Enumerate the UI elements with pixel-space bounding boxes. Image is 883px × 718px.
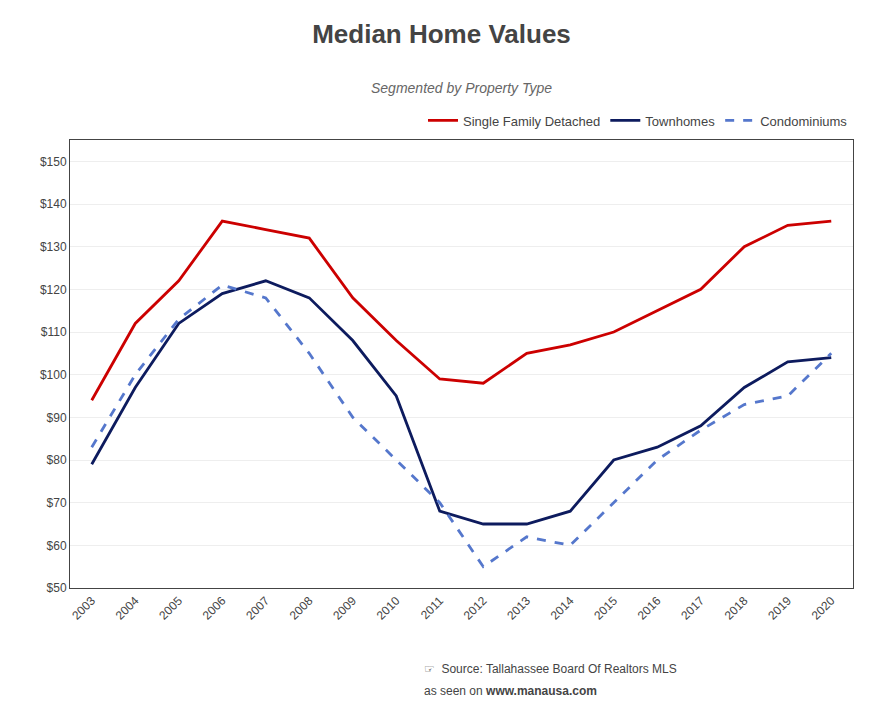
svg-text:$100: $100 (40, 368, 67, 382)
svg-text:2013: 2013 (504, 594, 533, 623)
svg-text:2014: 2014 (548, 594, 577, 623)
svg-text:2009: 2009 (330, 594, 359, 623)
svg-text:$70: $70 (47, 496, 67, 510)
svg-text:2012: 2012 (461, 594, 490, 623)
svg-text:Single Family Detached: Single Family Detached (463, 114, 600, 129)
svg-text:as seen on www.manausa.com: as seen on www.manausa.com (424, 684, 597, 698)
svg-text:2010: 2010 (374, 594, 403, 623)
svg-text:Townhomes: Townhomes (645, 114, 715, 129)
svg-text:2007: 2007 (243, 594, 272, 623)
svg-text:2005: 2005 (156, 594, 185, 623)
svg-text:$60: $60 (47, 539, 67, 553)
svg-text:2018: 2018 (722, 594, 751, 623)
svg-text:☞ Source: Tallahassee Board O: ☞ Source: Tallahassee Board Of Realtors … (424, 662, 677, 676)
svg-text:$90: $90 (47, 411, 67, 425)
svg-text:$120: $120 (40, 283, 67, 297)
svg-text:2016: 2016 (635, 594, 664, 623)
svg-text:2004: 2004 (113, 594, 142, 623)
svg-text:2019: 2019 (765, 594, 794, 623)
svg-text:Median Home Values: Median Home Values (312, 19, 571, 49)
svg-text:2017: 2017 (678, 594, 707, 623)
svg-text:$110: $110 (41, 325, 67, 339)
svg-text:2003: 2003 (69, 594, 98, 623)
svg-text:$80: $80 (47, 453, 67, 467)
svg-text:2006: 2006 (200, 594, 229, 623)
svg-text:2015: 2015 (591, 594, 620, 623)
svg-text:$140: $140 (40, 197, 67, 211)
svg-text:2008: 2008 (287, 594, 316, 623)
svg-text:Segmented by Property Type: Segmented by Property Type (371, 80, 552, 96)
svg-text:2011: 2011 (418, 594, 446, 622)
svg-text:$150: $150 (40, 155, 67, 169)
svg-text:$50: $50 (47, 581, 67, 595)
svg-text:Condominiums: Condominiums (760, 114, 847, 129)
svg-text:$130: $130 (40, 240, 67, 254)
svg-text:2020: 2020 (809, 594, 838, 623)
